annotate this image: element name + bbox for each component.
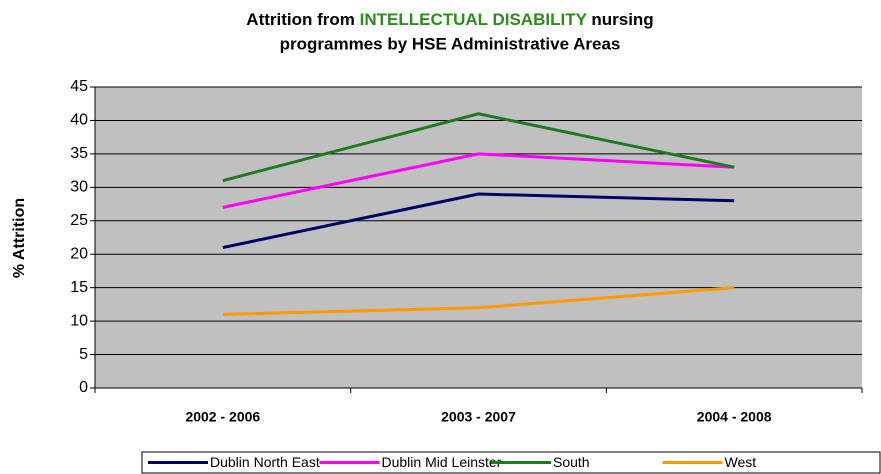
legend-label: Dublin North East (210, 454, 320, 470)
chart-title: Attrition from INTELLECTUAL DISABILITY n… (246, 10, 653, 29)
x-tick-label: 2004 - 2008 (697, 409, 772, 425)
y-tick-label: 45 (70, 78, 88, 95)
y-tick-label: 20 (70, 245, 88, 262)
x-tick-label: 2003 - 2007 (441, 409, 516, 425)
title-highlight: INTELLECTUAL DISABILITY (360, 10, 588, 29)
x-tick-label: 2002 - 2006 (185, 409, 260, 425)
title-part: Attrition from (246, 10, 355, 29)
series-line (222, 192, 735, 250)
title-part: nursing (591, 10, 653, 29)
legend-label: West (725, 454, 757, 470)
legend-label: Dublin Mid Leinster (382, 454, 502, 470)
y-tick-label: 5 (79, 346, 88, 363)
y-tick-label: 10 (70, 312, 88, 329)
series-line (222, 152, 735, 209)
series-line (222, 286, 735, 316)
legend-label: South (553, 454, 590, 470)
y-tick-label: 15 (70, 279, 88, 296)
y-tick-label: 35 (70, 145, 88, 162)
y-tick-label: 0 (79, 379, 88, 396)
series-line (222, 112, 735, 183)
y-tick-label: 25 (70, 212, 88, 229)
y-tick-label: 30 (70, 179, 88, 196)
chart-title: programmes by HSE Administrative Areas (280, 34, 621, 53)
plot-area (95, 87, 862, 388)
y-axis-title: % Attrition (11, 198, 28, 278)
y-tick-label: 40 (70, 112, 88, 129)
